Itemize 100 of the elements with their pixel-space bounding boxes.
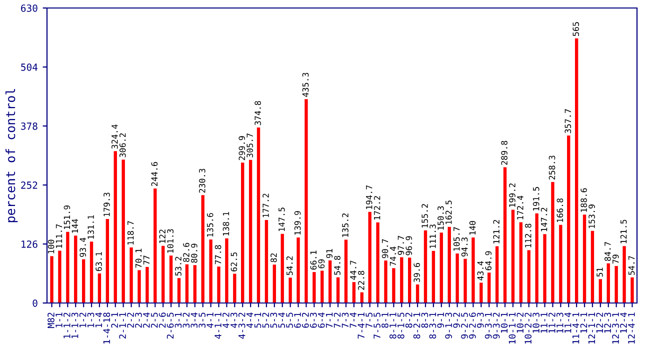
data-label: 111.3 xyxy=(430,224,436,248)
bar xyxy=(82,259,86,303)
bar xyxy=(543,234,546,303)
bar xyxy=(344,240,348,303)
bar xyxy=(464,258,467,303)
bar xyxy=(296,237,300,303)
data-label: 147.5 xyxy=(278,208,285,232)
x-tick-label: 7-1 xyxy=(326,312,333,328)
data-label: 100 xyxy=(48,240,54,254)
x-tick-label: 12-3 xyxy=(604,312,612,333)
x-tick-label: 6-1 xyxy=(294,312,301,328)
data-label: 299.9 xyxy=(238,136,246,160)
x-tick-label: 2-4 xyxy=(143,312,150,328)
data-label: 122 xyxy=(159,230,166,243)
data-label: 374.8 xyxy=(254,101,261,126)
data-label: 162.5 xyxy=(445,200,452,224)
y-axis-title: percent of control xyxy=(5,88,18,222)
data-label: 22.8 xyxy=(358,270,364,290)
data-label: 69 xyxy=(318,259,325,268)
bar xyxy=(217,266,220,303)
x-tick-label: 10-2-2 xyxy=(524,312,532,344)
data-label: 54.7 xyxy=(628,256,635,275)
bar xyxy=(169,256,173,303)
data-label: 153.9 xyxy=(588,204,595,228)
data-label: 118.7 xyxy=(127,221,134,245)
data-label: 111.7 xyxy=(56,224,62,248)
x-tick-label: 8-1-1 xyxy=(390,312,396,339)
bar xyxy=(185,264,189,303)
bar xyxy=(288,278,292,303)
y-tick-label: 378 xyxy=(21,122,38,130)
data-label: 93.4 xyxy=(80,238,86,257)
x-tick-label: 1-4 xyxy=(95,312,102,328)
x-tick-label: 3-1 xyxy=(174,312,182,328)
data-label: 135.2 xyxy=(342,213,348,237)
data-label: 135.6 xyxy=(206,213,214,237)
bar xyxy=(320,270,324,303)
bar xyxy=(392,268,396,303)
bar xyxy=(328,260,332,303)
x-tick-label: 4-4 xyxy=(246,312,254,328)
x-tick-label: 9-3 xyxy=(476,312,484,328)
x-tick-label: 9-3-2 xyxy=(492,312,500,339)
x-tick-label: 1-3 xyxy=(87,312,94,328)
data-label: 230.3 xyxy=(198,168,206,193)
x-tick-label: 10-1 xyxy=(500,312,508,333)
data-label: 244.6 xyxy=(151,162,158,186)
bar xyxy=(233,274,236,303)
x-tick-label: 5-3 xyxy=(270,312,278,328)
bar xyxy=(582,214,586,303)
data-label: 54.2 xyxy=(286,256,293,276)
y-tick-label: 630 xyxy=(21,4,38,12)
x-tick-label: 1-1-2 xyxy=(63,312,70,338)
x-tick-label: 2-6-5 xyxy=(166,312,174,339)
x-tick-label: 10-3 xyxy=(532,312,540,333)
bar xyxy=(50,256,54,303)
data-label: 96.9 xyxy=(406,236,412,256)
bar xyxy=(177,278,181,303)
data-label: 565 xyxy=(572,22,580,36)
data-label: 179.3 xyxy=(104,192,110,216)
bar xyxy=(336,277,340,303)
bar xyxy=(432,250,436,303)
data-label: 194.7 xyxy=(366,186,372,209)
data-label: 82.6 xyxy=(183,242,190,262)
data-label: 138.1 xyxy=(222,212,230,236)
bar xyxy=(480,282,483,303)
bar xyxy=(376,222,380,303)
data-label: 306.2 xyxy=(119,133,126,158)
bar xyxy=(574,38,578,303)
x-tick-label: 8-2-1 xyxy=(413,312,420,339)
x-tick-label: 11-2 xyxy=(548,312,556,333)
data-label: 101.3 xyxy=(167,229,174,253)
bar xyxy=(400,257,404,303)
data-label: 66.1 xyxy=(310,250,317,270)
x-tick-label: 11-1 xyxy=(540,312,548,333)
data-label: 121.5 xyxy=(620,220,627,244)
bar xyxy=(90,242,94,303)
bar xyxy=(408,258,412,303)
bar xyxy=(114,151,117,303)
data-label: 77.8 xyxy=(214,245,222,264)
bar xyxy=(225,238,228,303)
x-tick-label: 1-4-18 xyxy=(103,312,110,344)
bar xyxy=(280,234,284,303)
x-tick-label: 9-1-3 xyxy=(445,312,452,339)
x-tick-label: 5-5 xyxy=(286,312,293,328)
data-label: 54.8 xyxy=(334,256,340,275)
data-label: 64.9 xyxy=(485,251,492,270)
bar xyxy=(241,162,244,303)
data-label: 177.2 xyxy=(262,194,269,218)
x-tick-label: 4-1 xyxy=(206,312,214,328)
data-label: 140 xyxy=(469,221,476,235)
y-tick-label: 126 xyxy=(22,240,38,248)
data-label: 80.9 xyxy=(191,244,198,263)
x-tick-label: 2-1-1 xyxy=(119,312,126,339)
bar xyxy=(256,128,260,303)
data-label: 77 xyxy=(143,256,150,265)
bar xyxy=(352,282,356,303)
data-label: 97.7 xyxy=(398,236,404,255)
x-tick-label: 7-4 xyxy=(350,312,356,328)
bar xyxy=(58,250,62,303)
data-label: 105.7 xyxy=(453,227,460,251)
bar xyxy=(440,232,443,303)
